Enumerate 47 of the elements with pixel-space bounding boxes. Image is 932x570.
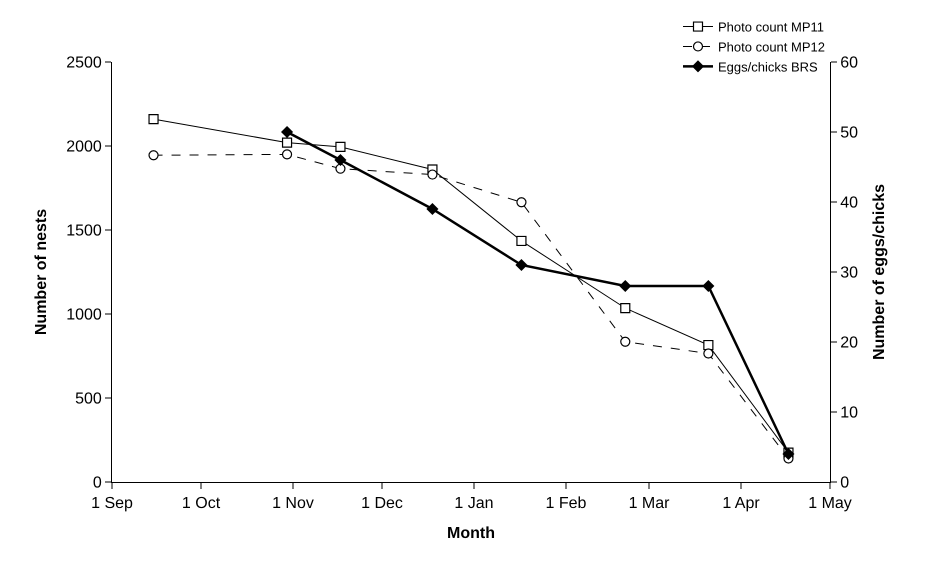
y2-tick-label: 0 [840,474,850,492]
x-tick-label: 1 May [808,495,852,512]
point [148,150,159,160]
point [335,164,346,174]
point [620,336,630,347]
y-tick-label: 500 [75,390,102,408]
point [702,280,714,292]
point [620,303,630,314]
point [703,348,714,359]
y-tick-label: 0 [92,474,102,492]
legend-label: Eggs/chicks BRS [718,59,818,74]
point [516,259,528,271]
legend-label: Photo count MP12 [718,40,825,55]
x-tick-label: 1 Apr [722,495,760,512]
point [281,126,293,138]
point [148,114,159,124]
x-tick-label: 1 Feb [545,495,586,512]
y2-tick-label: 20 [840,334,858,352]
x-tick-label: 1 Sep [91,495,134,512]
y-tick-label: 2500 [66,54,102,72]
point [516,236,527,246]
x-tick-label: 1 Dec [361,495,403,512]
y2-axis-title: Number of eggs/chicks [870,184,888,360]
y-tick-label: 1000 [66,306,102,324]
point [516,197,527,208]
x-tick-label: 1 Oct [182,495,221,512]
y2-tick-label: 60 [840,54,858,72]
y2-tick-label: 30 [840,264,858,282]
legend-label: Photo count MP11 [718,20,824,35]
point [282,149,292,160]
x-tick-label: 1 Nov [272,495,314,512]
point [427,169,438,180]
y2-tick-label: 40 [840,194,858,212]
y2-tick-label: 50 [840,124,858,142]
y-tick-label: 1500 [66,222,102,240]
y-axis-title: Number of nests [33,208,50,336]
point [619,280,632,292]
x-tick-label: 1 Mar [628,495,670,512]
x-axis-title: Month [447,524,495,542]
point [282,138,292,148]
point [335,142,346,152]
point [334,154,346,166]
y-tick-label: 2000 [66,138,102,156]
y2-tick-label: 10 [840,404,858,422]
point [426,203,438,215]
point [703,340,714,350]
x-tick-label: 1 Jan [454,495,494,512]
